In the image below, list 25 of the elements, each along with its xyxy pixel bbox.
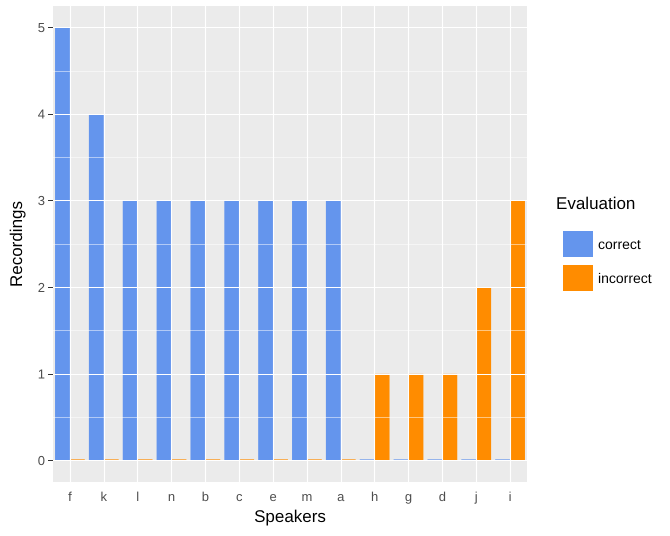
- y-tick-label: 5: [38, 20, 45, 36]
- y-tick-label: 4: [38, 106, 45, 122]
- x-tick-label: f: [68, 489, 72, 504]
- y-tick-label: 3: [38, 193, 45, 208]
- x-tick-label: e: [269, 489, 277, 504]
- y-tick-label: 1: [38, 366, 45, 382]
- x-tick-label: n: [168, 489, 176, 504]
- legend-title: Evaluation: [556, 194, 636, 213]
- y-tick-label: 2: [38, 280, 45, 295]
- x-tick-label: h: [371, 489, 378, 504]
- x-tick-label: d: [438, 489, 446, 504]
- legend-label: correct: [598, 236, 641, 252]
- x-tick-label: c: [236, 489, 243, 504]
- x-tick-label: i: [508, 489, 512, 504]
- x-tick-label: m: [302, 489, 312, 504]
- y-axis-title: Recordings: [7, 201, 26, 287]
- x-tick-label: b: [202, 489, 209, 504]
- x-tick-label: g: [404, 489, 412, 504]
- y-tick-label: 0: [38, 452, 45, 468]
- legend-label: incorrect: [598, 270, 652, 286]
- x-axis-title: Speakers: [254, 507, 326, 526]
- x-tick-label: a: [337, 489, 346, 504]
- x-tick-label: l: [136, 489, 140, 504]
- x-tick-label: k: [100, 489, 108, 504]
- x-tick-label: j: [474, 489, 478, 504]
